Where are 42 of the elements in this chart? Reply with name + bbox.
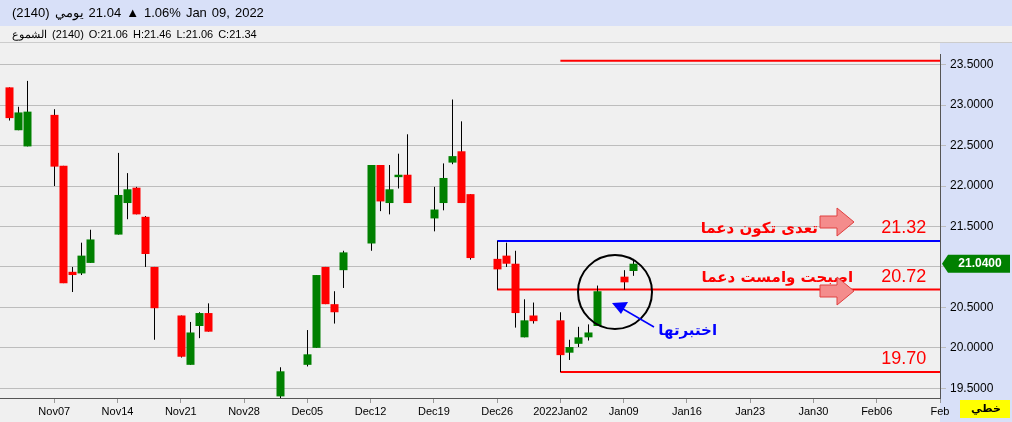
candlestick — [339, 250, 348, 289]
x-tick-label: Nov07 — [38, 404, 71, 417]
candlestick — [195, 311, 204, 339]
annotation: تعدى تكون دعما — [700, 219, 818, 238]
x-tick-label: Feb — [930, 404, 950, 417]
candlestick — [448, 99, 457, 165]
annotation: 21.32 — [881, 217, 927, 238]
y-tick-label: 22.0000 — [950, 178, 994, 193]
x-tick-label: Dec12 — [354, 404, 387, 417]
y-tick-label: 23.5000 — [950, 57, 994, 72]
candlestick — [385, 164, 394, 215]
candlestick — [574, 326, 583, 348]
y-tick-label: 21.5000 — [950, 218, 994, 233]
x-tick-label: Jan30 — [798, 404, 829, 417]
annotation: 19.70 — [881, 348, 927, 369]
x-tick-label: Jan09 — [608, 404, 639, 417]
x-tick-label: Nov21 — [164, 404, 197, 417]
x-tick-label: Nov14 — [101, 404, 134, 417]
y-tick-label: 20.5000 — [950, 299, 994, 314]
candlestick — [430, 186, 439, 232]
x-tick-label: 2022Jan02 — [533, 404, 588, 417]
candlestick — [565, 339, 574, 361]
y-tick-label: 23.0000 — [950, 97, 994, 112]
candlestick — [520, 298, 529, 338]
candlestick — [303, 329, 312, 367]
candlestick — [529, 302, 538, 325]
text: 21.0400 — [958, 256, 1003, 271]
annotation: اختبرتها — [658, 321, 718, 340]
y-tick-label: 19.5000 — [950, 380, 994, 395]
x-tick-label: Dec05 — [291, 404, 324, 417]
text: خطي — [971, 401, 1001, 415]
x-tick-label: Jan23 — [735, 404, 766, 417]
candlestick — [204, 302, 213, 333]
candlestick — [330, 290, 339, 325]
x-tick-label: Jan16 — [671, 404, 702, 417]
x-tick-label: Dec19 — [417, 404, 450, 417]
x-tick-label: Feb06 — [861, 404, 893, 417]
x-tick-label: Dec26 — [481, 404, 514, 417]
y-tick-label: 20.0000 — [950, 340, 994, 355]
annotation: 20.72 — [881, 265, 927, 286]
y-tick-label: 22.5000 — [950, 137, 994, 152]
x-tick-label: Nov28 — [228, 404, 260, 417]
